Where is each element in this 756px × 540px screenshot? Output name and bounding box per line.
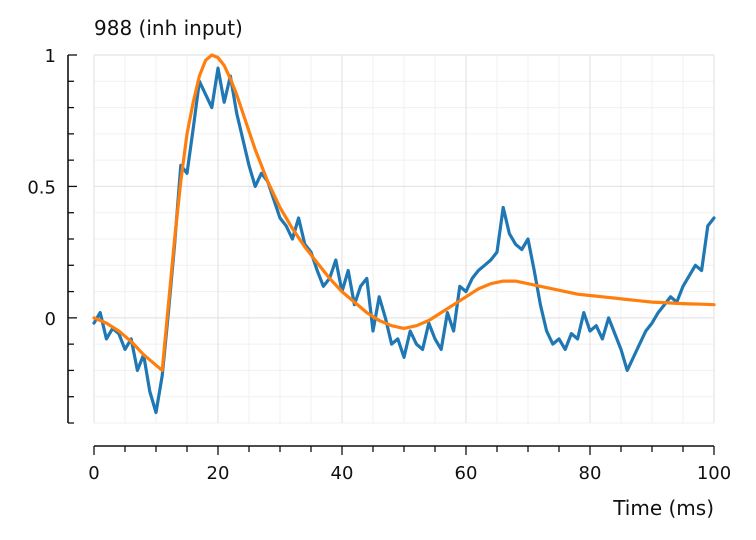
y-tick-label: 1 bbox=[45, 46, 56, 67]
chart-title: 988 (inh input) bbox=[94, 16, 243, 40]
y-tick-label: 0 bbox=[45, 309, 56, 330]
x-axis-label: Time (ms) bbox=[612, 496, 714, 520]
x-tick-label: 60 bbox=[455, 463, 478, 484]
grid bbox=[93, 54, 715, 424]
x-tick-label: 20 bbox=[207, 463, 230, 484]
series-line-noisy bbox=[92, 66, 716, 415]
series-line-fit bbox=[92, 53, 716, 372]
x-tick-label: 100 bbox=[697, 463, 731, 484]
axes: 0 0.5 1 0 20 40 60 80 100 bbox=[27, 46, 731, 484]
x-tick-label: 40 bbox=[331, 463, 354, 484]
y-tick-label: 0.5 bbox=[27, 177, 56, 198]
series-group bbox=[92, 53, 716, 415]
x-tick-label: 80 bbox=[579, 463, 602, 484]
x-tick-label: 0 bbox=[88, 463, 99, 484]
